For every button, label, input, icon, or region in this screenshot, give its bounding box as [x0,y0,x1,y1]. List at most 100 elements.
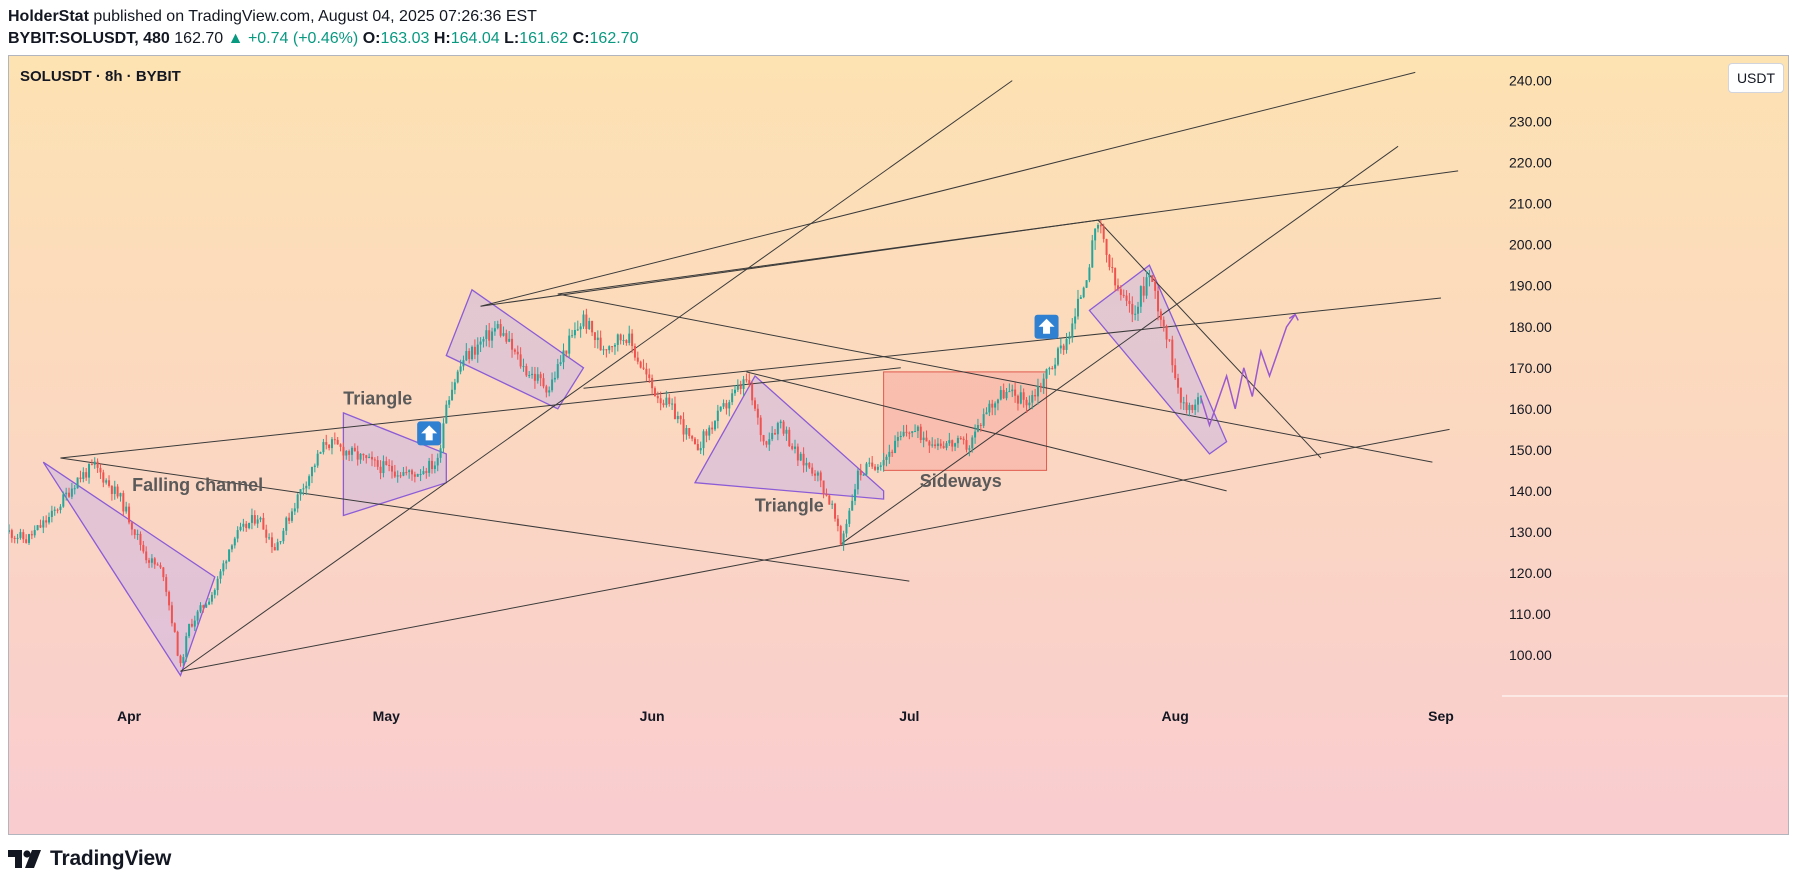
candle [1145,270,1148,299]
candle [711,421,714,434]
candle-body [1102,226,1105,239]
candle [896,431,899,448]
candle-body [925,437,928,442]
candle-body [525,366,528,376]
candle-body [293,508,296,512]
candle [70,482,73,500]
candle-body [542,378,545,387]
candle-body [88,463,91,478]
candle-body [719,406,722,411]
candle-body [245,523,248,529]
candle-body [768,439,771,445]
candle [542,373,545,389]
candle [373,457,376,467]
candle-body [951,440,954,447]
candle-body [42,520,45,528]
pane-title: SOLUSDT · 8h · BYBIT [20,68,181,85]
candle [685,424,688,440]
candle-body [170,605,173,624]
trendline [746,371,1227,492]
candle [196,609,199,625]
candle [1151,274,1154,282]
candle-body [391,465,394,472]
pattern-label: Triangle [343,389,412,409]
candle [1131,296,1134,323]
candle-body [588,320,591,330]
candle [9,524,10,534]
candle [465,343,468,362]
candle-body [699,448,702,451]
candle [956,435,959,448]
candle-body [22,532,25,540]
candle-body [488,330,491,341]
candle-body [1142,286,1145,296]
candle [50,505,53,523]
projection-arrowhead [1288,313,1299,321]
candle [1179,387,1182,410]
candle-body [453,382,456,390]
candle-body [1111,267,1114,269]
candle [802,447,805,473]
candle [110,485,113,501]
candle-body [471,346,474,360]
tradingview-brand[interactable]: TradingView [50,847,172,870]
candle [593,331,596,349]
candle-body [113,486,116,494]
candle [513,348,516,355]
candle [794,439,797,454]
candle-body [613,344,616,347]
candle [136,529,139,540]
candle [310,466,313,484]
candle-body [122,493,125,512]
candle-body [665,397,668,406]
y-tick-label: 130.00 [1509,524,1552,540]
candle [631,329,634,354]
candle-body [653,388,656,397]
chart-pane[interactable]: 240.00 230.00 220.00 210.00 200.00 190.00 180.… [8,55,1789,835]
candle-body [382,461,385,474]
candle-body [819,472,822,481]
candle [193,615,196,632]
candle-body [976,424,979,432]
candle [210,591,213,605]
candle [1171,335,1174,373]
candle-body [373,459,376,461]
candle [442,418,445,453]
candle [796,443,799,467]
candle-body [782,421,785,434]
candle-body [671,403,674,405]
x-tick-label: Jul [899,708,919,724]
candle [774,429,777,436]
candle [473,339,476,360]
candle-body [388,464,391,466]
tradingview-logo-icon[interactable] [8,850,44,868]
candle-body [956,437,959,444]
candle-body [396,475,399,477]
candle-body [888,451,891,457]
currency-unit-button[interactable]: USDT [1728,63,1784,93]
y-tick-label: 210.00 [1509,196,1552,212]
candle [871,456,874,469]
candle-body [348,451,351,455]
candle [845,519,848,538]
candle [13,535,16,544]
candle-body [436,457,439,466]
author-name[interactable]: HolderStat [8,8,89,25]
candle-body [393,471,396,477]
candle-body [688,428,691,437]
price-chart[interactable]: 240.00 230.00 220.00 210.00 200.00 190.00 180.… [9,56,1789,835]
candle-body [193,620,196,627]
candle [1025,397,1028,413]
candle-body [1114,267,1117,286]
candle-body [816,472,819,476]
candle [185,632,188,663]
candle [59,504,62,514]
candle [768,432,771,451]
candle-body [50,510,53,517]
candle-body [854,489,857,501]
candle-body [1108,254,1111,268]
candle-body [991,403,994,408]
candle [436,453,439,472]
candle-body [996,399,999,404]
candle-body [90,463,93,465]
